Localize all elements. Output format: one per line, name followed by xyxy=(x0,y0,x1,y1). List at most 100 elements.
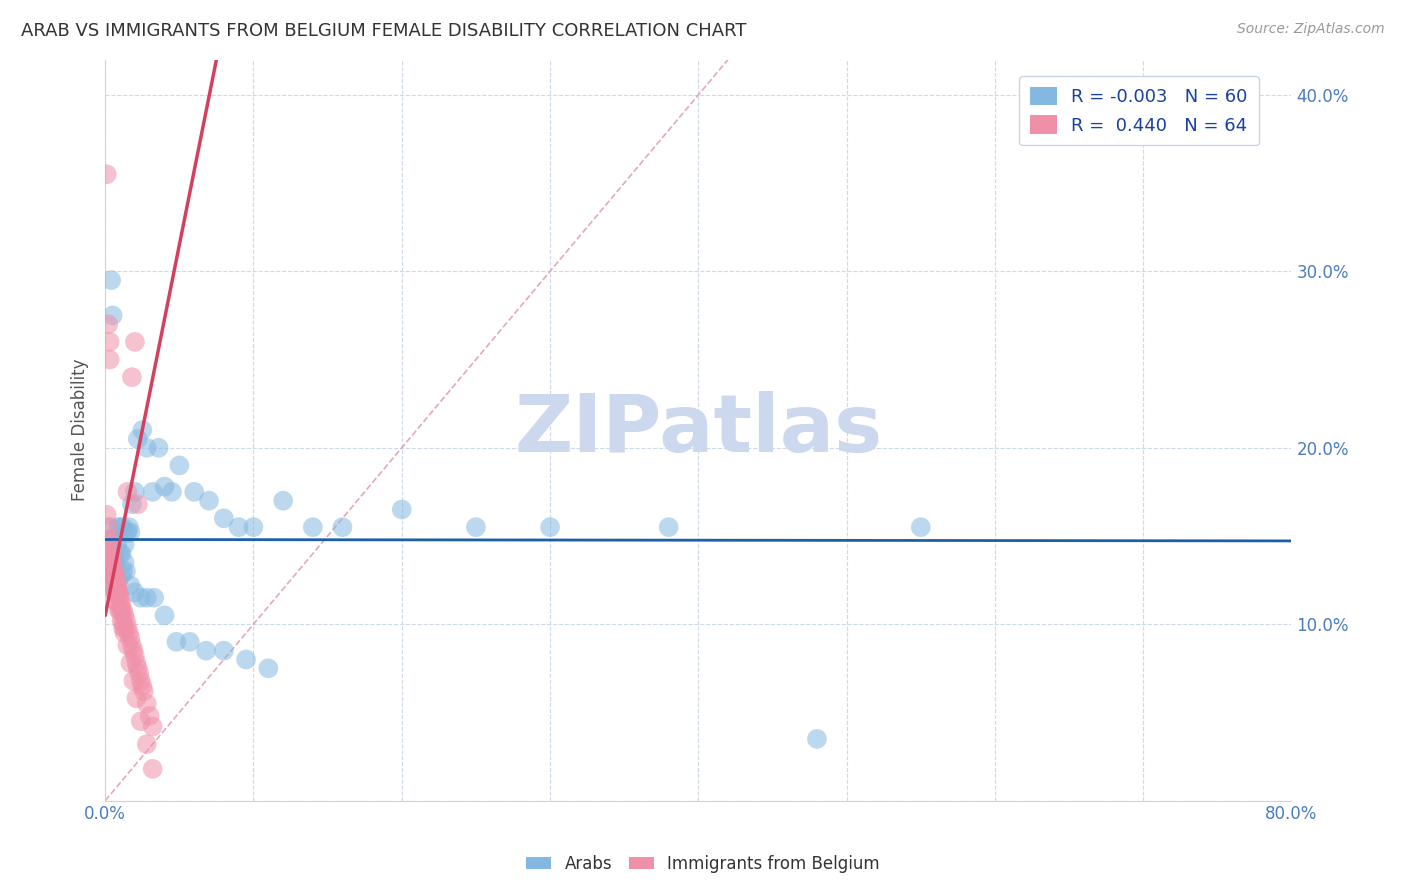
Point xyxy=(104,567,127,582)
Point xyxy=(108,520,131,534)
Point xyxy=(114,608,136,623)
Point xyxy=(121,497,143,511)
Point xyxy=(198,493,221,508)
Point xyxy=(105,596,128,610)
Point xyxy=(183,484,205,499)
Point xyxy=(96,508,118,522)
Point xyxy=(114,621,136,635)
Point xyxy=(107,603,129,617)
Point xyxy=(114,538,136,552)
Point xyxy=(114,626,136,640)
Point xyxy=(160,484,183,499)
Point xyxy=(148,441,170,455)
Point xyxy=(235,652,257,666)
Point xyxy=(179,635,201,649)
Point xyxy=(120,578,142,592)
Point xyxy=(165,635,187,649)
Point xyxy=(124,334,146,349)
Point xyxy=(97,520,120,534)
Point xyxy=(98,533,121,547)
Point xyxy=(104,585,127,599)
Point xyxy=(117,638,139,652)
Point xyxy=(538,520,561,534)
Point xyxy=(104,585,127,599)
Point xyxy=(121,370,143,384)
Point xyxy=(98,352,121,367)
Point xyxy=(122,673,145,688)
Point xyxy=(195,643,218,657)
Point xyxy=(143,591,166,605)
Point xyxy=(100,273,122,287)
Point xyxy=(101,567,124,582)
Point xyxy=(103,550,125,565)
Point xyxy=(111,603,134,617)
Point xyxy=(103,560,125,574)
Point xyxy=(142,484,165,499)
Point xyxy=(129,673,152,688)
Point xyxy=(101,550,124,565)
Point xyxy=(125,691,148,706)
Point xyxy=(131,423,153,437)
Point xyxy=(122,643,145,657)
Point xyxy=(212,511,235,525)
Point xyxy=(108,591,131,605)
Point xyxy=(115,614,138,628)
Point xyxy=(910,520,932,534)
Point xyxy=(127,432,149,446)
Point xyxy=(108,596,131,610)
Point xyxy=(135,591,157,605)
Point xyxy=(98,573,121,587)
Point xyxy=(104,573,127,587)
Point xyxy=(464,520,486,534)
Point xyxy=(131,679,153,693)
Point xyxy=(120,656,142,670)
Point xyxy=(101,309,124,323)
Y-axis label: Female Disability: Female Disability xyxy=(72,359,89,501)
Point xyxy=(117,525,139,540)
Point xyxy=(332,520,354,534)
Point xyxy=(129,591,152,605)
Point xyxy=(103,567,125,582)
Point xyxy=(105,578,128,592)
Point xyxy=(98,550,121,565)
Point xyxy=(120,632,142,646)
Point xyxy=(101,543,124,558)
Point xyxy=(135,697,157,711)
Point xyxy=(111,564,134,578)
Text: Source: ZipAtlas.com: Source: ZipAtlas.com xyxy=(1237,22,1385,37)
Point xyxy=(107,585,129,599)
Point xyxy=(96,550,118,565)
Point xyxy=(118,520,141,534)
Point xyxy=(118,626,141,640)
Point xyxy=(124,648,146,663)
Point xyxy=(105,578,128,592)
Point xyxy=(100,556,122,570)
Point xyxy=(100,567,122,582)
Point xyxy=(98,334,121,349)
Point xyxy=(132,684,155,698)
Point xyxy=(242,520,264,534)
Point xyxy=(110,596,132,610)
Point xyxy=(391,502,413,516)
Point xyxy=(124,585,146,599)
Point xyxy=(153,479,176,493)
Point xyxy=(117,621,139,635)
Point xyxy=(115,525,138,540)
Point xyxy=(125,656,148,670)
Point xyxy=(110,614,132,628)
Legend: Arabs, Immigrants from Belgium: Arabs, Immigrants from Belgium xyxy=(520,848,886,880)
Point xyxy=(107,585,129,599)
Point xyxy=(110,567,132,582)
Point xyxy=(101,578,124,592)
Point xyxy=(117,484,139,499)
Point xyxy=(257,661,280,675)
Point xyxy=(271,493,294,508)
Point xyxy=(121,638,143,652)
Text: ARAB VS IMMIGRANTS FROM BELGIUM FEMALE DISABILITY CORRELATION CHART: ARAB VS IMMIGRANTS FROM BELGIUM FEMALE D… xyxy=(21,22,747,40)
Point xyxy=(127,661,149,675)
Point xyxy=(228,520,250,534)
Point xyxy=(212,643,235,657)
Point xyxy=(96,167,118,181)
Point xyxy=(135,441,157,455)
Point xyxy=(169,458,191,473)
